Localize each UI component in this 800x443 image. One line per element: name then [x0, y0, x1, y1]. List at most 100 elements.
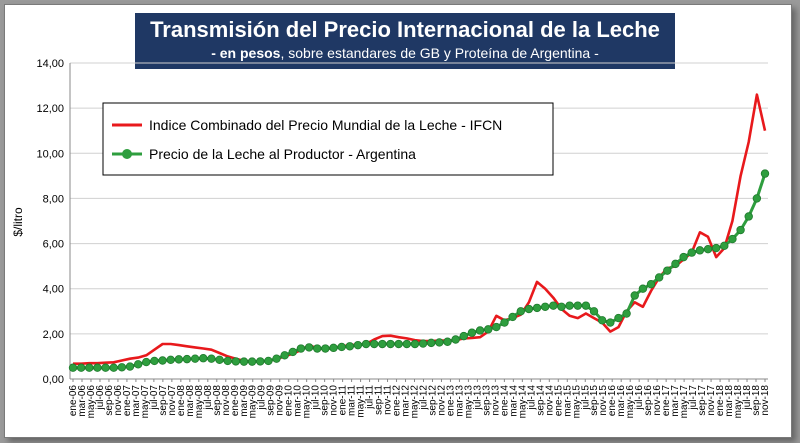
series-line-0 [73, 93, 767, 366]
x-tick-label: nov-14 [544, 385, 555, 416]
series-point-1 [378, 339, 387, 349]
x-tick-label: mar-16 [616, 385, 627, 417]
series-point-1 [638, 284, 648, 293]
x-tick-label: ene-13 [445, 385, 456, 417]
x-tick-label: jul-15 [580, 385, 591, 411]
legend: Indice Combinado del Precio Mundial de l… [102, 102, 554, 176]
series-point-1 [581, 301, 591, 310]
series-point-1 [199, 354, 208, 363]
x-tick-label: jul-12 [418, 385, 429, 411]
x-tick-label: mar-08 [185, 385, 196, 417]
x-tick-label: may-08 [194, 385, 205, 419]
series-point-1 [524, 304, 534, 314]
series-point-1 [345, 342, 354, 351]
x-tick-label: sep-16 [643, 385, 654, 416]
x-tick-label: nov-07 [167, 385, 178, 416]
series-point-1 [573, 301, 582, 310]
x-tick-label: ene-07 [122, 385, 133, 417]
series-point-1 [264, 356, 273, 366]
series-point-1 [435, 338, 444, 347]
x-tick-label: may-10 [302, 385, 313, 419]
series-point-1 [296, 344, 306, 353]
series-point-1 [215, 355, 224, 365]
series-point-1 [272, 354, 281, 363]
series-point-1 [720, 241, 729, 251]
series-point-1 [467, 328, 477, 337]
x-tick-label: mar-11 [347, 385, 358, 416]
series-point-1 [190, 354, 200, 363]
x-tick-label: nov-08 [221, 385, 232, 416]
series-point-1 [679, 252, 688, 262]
chart-title: Transmisión del Precio Internacional de … [150, 17, 660, 42]
x-tick-label: may-12 [410, 385, 421, 419]
series-point-1 [174, 355, 184, 364]
y-axis-label: $/litro [11, 207, 25, 237]
series-point-1 [231, 357, 241, 366]
y-tick-label: 14,00 [36, 58, 64, 70]
x-tick-label: nov-17 [706, 385, 717, 416]
y-tick-label: 2,00 [43, 329, 64, 341]
x-tick-label: nov-13 [490, 385, 501, 416]
chart-subtitle-rest: , sobre estandares de GB y Proteína de A… [280, 45, 599, 61]
x-tick-label: sep-09 [266, 385, 277, 416]
y-tick-label: 4,00 [43, 284, 64, 296]
series-point-1 [361, 339, 371, 349]
series-point-1 [117, 363, 127, 372]
legend-label-argentina: Precio de la Leche al Productor - Argent… [149, 146, 416, 162]
series-point-1 [402, 339, 411, 349]
series-point-1 [158, 356, 167, 365]
x-tick-label: sep-08 [212, 385, 223, 416]
x-tick-label: nov-15 [598, 385, 609, 416]
series-point-1 [223, 356, 232, 366]
x-tick-label: jul-09 [257, 385, 268, 411]
x-tick-label: sep-15 [589, 385, 600, 416]
series-point-1 [76, 363, 86, 372]
x-tick-label: mar-07 [131, 385, 142, 417]
series-point-1 [394, 339, 403, 349]
series-point-1 [313, 344, 322, 353]
x-tick-label: nov-18 [760, 385, 771, 416]
series-point-1 [133, 360, 143, 369]
x-tick-label: may-17 [679, 385, 690, 419]
x-tick-label: may-16 [625, 385, 636, 419]
chart-subtitle-bold: - en pesos [211, 45, 281, 61]
x-tick-label: mar-06 [77, 385, 88, 417]
series-point-1 [451, 335, 460, 344]
legend-label-ifcn: Indice Combinado del Precio Mundial de l… [149, 117, 502, 133]
series-point-1 [207, 354, 216, 363]
x-tick-label: nov-09 [275, 385, 286, 416]
x-tick-label: nov-11 [383, 385, 394, 415]
y-tick-label: 8,00 [43, 193, 64, 205]
series-point-1 [386, 339, 395, 349]
x-tick-label: jul-11 [365, 385, 376, 410]
x-tick-label: sep-12 [427, 385, 438, 416]
series-point-1 [337, 342, 346, 352]
x-tick-label: sep-07 [158, 385, 169, 416]
x-tick-label: mar-18 [724, 385, 735, 417]
x-tick-label: sep-14 [535, 385, 546, 416]
series-point-1 [565, 301, 574, 310]
x-tick-label: ene-17 [661, 385, 672, 417]
x-tick-label: mar-10 [293, 385, 304, 417]
series-point-1 [630, 291, 639, 300]
x-tick-label: sep-18 [751, 385, 762, 416]
series-point-1 [427, 338, 436, 348]
series-point-1 [508, 312, 517, 322]
x-tick-label: nov-06 [113, 385, 124, 416]
x-tick-label: ene-14 [499, 385, 510, 417]
x-tick-label: may-11 [356, 385, 367, 418]
x-tick-label: ene-12 [392, 385, 403, 417]
x-tick-label: ene-18 [715, 385, 726, 417]
x-axis-ticks: ene-06mar-06may-06jul-06sep-06nov-06ene-… [68, 379, 771, 418]
y-tick-label: 6,00 [43, 239, 64, 251]
x-tick-label: jul-08 [203, 385, 214, 411]
series-point-1 [256, 357, 265, 366]
x-tick-label: may-09 [248, 385, 259, 419]
series-point-1 [142, 357, 151, 367]
x-tick-label: sep-11 [374, 385, 385, 415]
series-point-1 [93, 363, 102, 372]
x-tick-label: may-13 [463, 385, 474, 419]
series-point-1 [752, 194, 762, 203]
series-point-1 [109, 363, 118, 372]
x-tick-label: may-14 [517, 385, 528, 419]
